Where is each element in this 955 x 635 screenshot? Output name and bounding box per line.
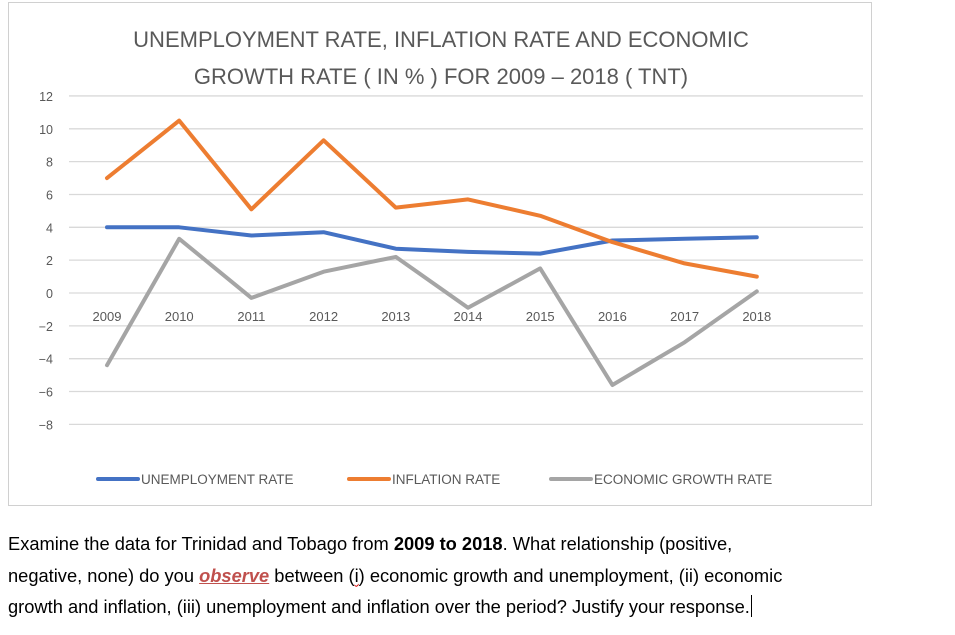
x-tick-label: 2013 [381,309,410,324]
y-tick-label: −2 [39,320,53,334]
x-tick-label: 2009 [93,309,122,324]
y-tick-label: 6 [46,188,53,202]
spellcheck-flagged-word[interactable]: i [354,564,359,586]
legend-label: UNEMPLOYMENT RATE [141,472,294,487]
chart-title: GROWTH RATE ( IN % ) FOR 2009 – 2018 ( T… [194,64,688,89]
text: . What relationship (positive, [502,533,733,554]
question-line-3: growth and inflation, (iii) unemployment… [8,591,782,623]
chart-title: UNEMPLOYMENT RATE, INFLATION RATE AND EC… [133,27,749,52]
question-line-2: negative, none) do you observe between (… [8,560,782,592]
legend-label: ECONOMIC GROWTH RATE [594,472,772,487]
series-line-2 [105,236,759,387]
text: between ( [269,564,355,586]
x-tick-label: 2018 [742,309,771,324]
text: growth and inflation, (iii) unemployment… [8,596,750,617]
series-line-1 [105,118,759,279]
x-tick-label: 2014 [454,309,483,324]
question-paragraph[interactable]: Examine the data for Trinidad and Tobago… [8,528,782,623]
legend-label: INFLATION RATE [392,472,500,487]
x-tick-label: 2012 [309,309,338,324]
text: ) economic growth and unemployment, (ii)… [358,564,783,586]
y-tick-label: 12 [39,90,53,104]
emphasized-word: observe [199,564,270,586]
y-tick-label: 8 [46,156,53,170]
y-tick-label: −6 [39,386,53,400]
text: negative, none) do you [8,564,200,586]
y-tick-label: −8 [39,418,53,432]
y-tick-label: 10 [39,123,53,137]
y-tick-label: 0 [46,287,53,301]
x-tick-label: 2011 [237,309,265,324]
x-tick-label: 2015 [526,309,555,324]
x-tick-label: 2010 [165,309,194,324]
y-tick-label: 4 [46,221,53,235]
series-line-0 [105,225,759,256]
text-cursor [750,595,752,617]
chart-container: UNEMPLOYMENT RATE, INFLATION RATE AND EC… [8,2,872,506]
question-line-1: Examine the data for Trinidad and Tobago… [8,528,782,560]
y-tick-label: 2 [46,254,53,268]
bold-years: 2009 to 2018 [393,533,503,554]
line-chart: UNEMPLOYMENT RATE, INFLATION RATE AND EC… [39,27,863,487]
x-tick-label: 2016 [598,309,627,324]
text: Examine the data for Trinidad and Tobago… [8,533,394,554]
x-tick-label: 2017 [670,309,699,324]
y-tick-label: −4 [39,353,53,367]
